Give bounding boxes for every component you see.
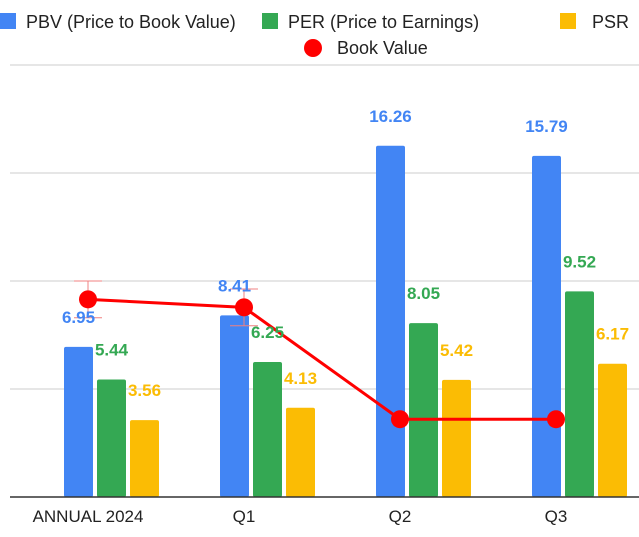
legend-label: PBV (Price to Book Value) (26, 12, 236, 32)
data-label: 16.26 (369, 107, 412, 126)
data-label: 9.52 (563, 252, 596, 271)
bar-2-1 (286, 407, 315, 497)
book-value-point (547, 410, 565, 429)
data-label: 5.44 (95, 340, 129, 359)
legend-swatch (0, 13, 16, 29)
bar-1-2 (409, 323, 438, 497)
legend-label: PER (Price to Earnings) (288, 12, 479, 32)
bar-1-3 (565, 291, 594, 497)
x-tick-label: Q3 (545, 507, 568, 526)
legend-label: PSR (592, 12, 629, 32)
bar-0-0 (64, 346, 93, 497)
data-label: 6.95 (62, 308, 95, 327)
bar-1-0 (97, 379, 126, 497)
legend-swatch (262, 13, 278, 29)
data-label: 3.56 (128, 381, 161, 400)
bar-2-2 (442, 379, 471, 497)
book-value-point (235, 298, 253, 317)
bar-0-1 (220, 315, 249, 497)
bar-0-2 (376, 145, 405, 497)
data-label: 6.25 (251, 323, 284, 342)
bar-2-3 (598, 363, 627, 497)
bar-2-0 (130, 420, 159, 497)
book-value-point (391, 410, 409, 429)
x-tick-label: ANNUAL 2024 (33, 507, 144, 526)
data-label: 15.79 (525, 117, 568, 136)
x-tick-label: Q1 (233, 507, 256, 526)
legend-swatch (304, 39, 322, 57)
legend-swatch (560, 13, 576, 29)
bar-0-3 (532, 155, 561, 497)
book-value-point (79, 290, 97, 309)
data-label: 5.42 (440, 341, 473, 360)
data-label: 8.41 (218, 276, 251, 295)
book-value-line (87, 297, 556, 421)
legend-label: Book Value (337, 38, 428, 58)
data-label: 8.05 (407, 284, 440, 303)
bar-1-1 (253, 362, 282, 497)
data-label: 4.13 (284, 369, 317, 388)
data-label: 6.17 (596, 325, 629, 344)
x-tick-label: Q2 (389, 507, 412, 526)
